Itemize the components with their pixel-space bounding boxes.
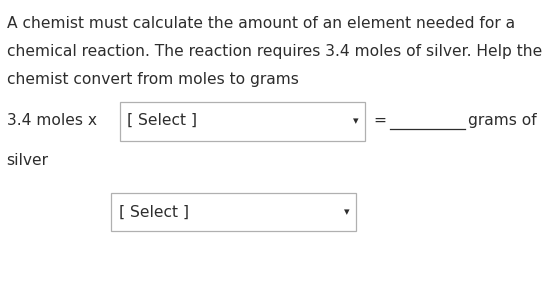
FancyBboxPatch shape [111,193,356,231]
Text: ▾: ▾ [344,207,349,218]
Text: A chemist must calculate the amount of an element needed for a: A chemist must calculate the amount of a… [7,16,515,31]
Text: chemist convert from moles to grams: chemist convert from moles to grams [7,72,299,87]
FancyBboxPatch shape [120,102,365,141]
Text: ▾: ▾ [353,116,358,126]
Text: chemical reaction. The reaction requires 3.4 moles of silver. Help the: chemical reaction. The reaction requires… [7,44,542,59]
Text: [ Select ]: [ Select ] [119,205,189,220]
Text: =: = [373,113,386,128]
Text: grams of: grams of [468,113,536,128]
Text: silver: silver [7,153,48,168]
Text: [ Select ]: [ Select ] [127,113,197,128]
Text: 3.4 moles x: 3.4 moles x [7,113,97,128]
